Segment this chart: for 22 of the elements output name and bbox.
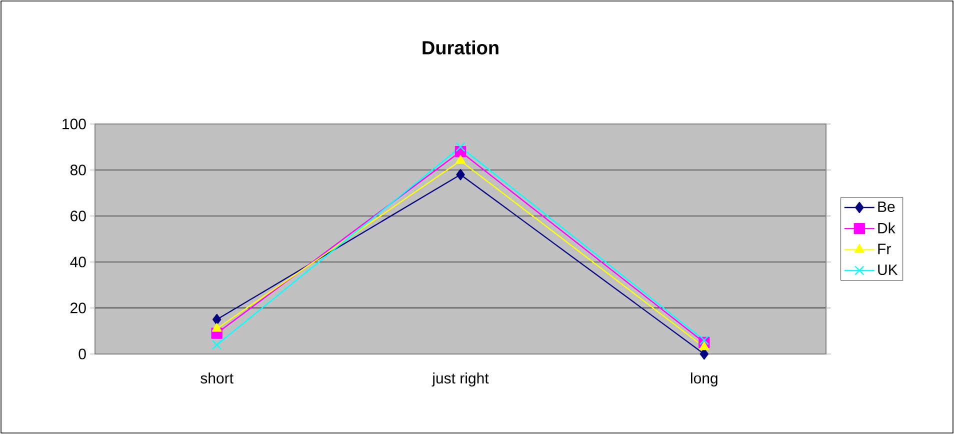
y-tick-label: 40 (70, 256, 86, 268)
point (212, 323, 222, 332)
x-tick-label: short (200, 372, 234, 384)
legend-label: Fr (878, 244, 891, 254)
legend-label: Dk (878, 222, 896, 234)
y-tick-label: 0 (78, 348, 86, 360)
y-tick-label: 100 (62, 118, 86, 130)
point (456, 168, 465, 180)
point (212, 340, 222, 350)
y-tick-label: 60 (70, 210, 86, 222)
chart-title: Duration (422, 40, 498, 54)
x-tick-label: long (690, 372, 718, 386)
legend-label: Be (878, 202, 895, 212)
point (699, 341, 710, 350)
legend-label: UK (878, 264, 898, 276)
y-tick-label: 20 (70, 302, 86, 314)
point (456, 155, 466, 164)
point (699, 335, 710, 346)
y-tick-label: 80 (70, 164, 86, 176)
x-tick-label: just right (432, 372, 489, 386)
point (456, 142, 466, 152)
point (212, 314, 222, 326)
